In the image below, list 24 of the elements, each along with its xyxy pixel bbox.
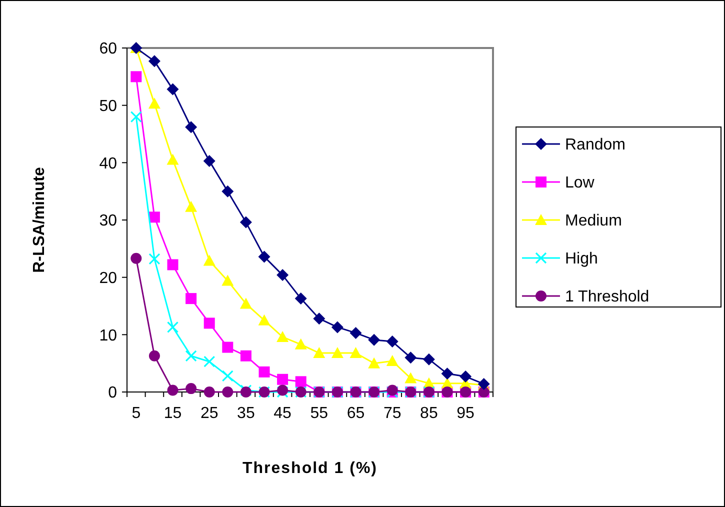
x-tick-label: 95: [456, 405, 475, 422]
x-tick-label: 85: [420, 405, 438, 422]
y-tick-label: 30: [99, 212, 118, 230]
y-axis-title: R-LSA/minute: [31, 167, 48, 273]
x-tick-label: 55: [310, 405, 328, 422]
y-tick-label: 40: [99, 155, 118, 172]
y-tick-label: 60: [99, 40, 118, 58]
legend-label: 1 Threshold: [565, 288, 650, 306]
y-tick-label: 10: [99, 327, 118, 344]
legend-label: Random: [565, 136, 626, 154]
x-tick-label: 35: [237, 405, 255, 422]
legend-label: Low: [565, 174, 595, 192]
x-tick-label: 5: [132, 405, 141, 422]
legend-label: High: [565, 250, 598, 268]
y-tick-label: 20: [99, 270, 118, 287]
x-tick-label: 45: [274, 405, 292, 422]
x-tick-label: 15: [164, 405, 182, 422]
y-tick-label: 50: [99, 98, 118, 115]
x-tick-label: 75: [383, 405, 402, 422]
x-tick-label: 25: [200, 405, 218, 422]
legend-label: Medium: [565, 212, 622, 230]
x-tick-label: 65: [346, 405, 365, 422]
x-axis-title: Threshold 1 (%): [242, 460, 378, 477]
y-tick-label: 0: [108, 384, 118, 402]
